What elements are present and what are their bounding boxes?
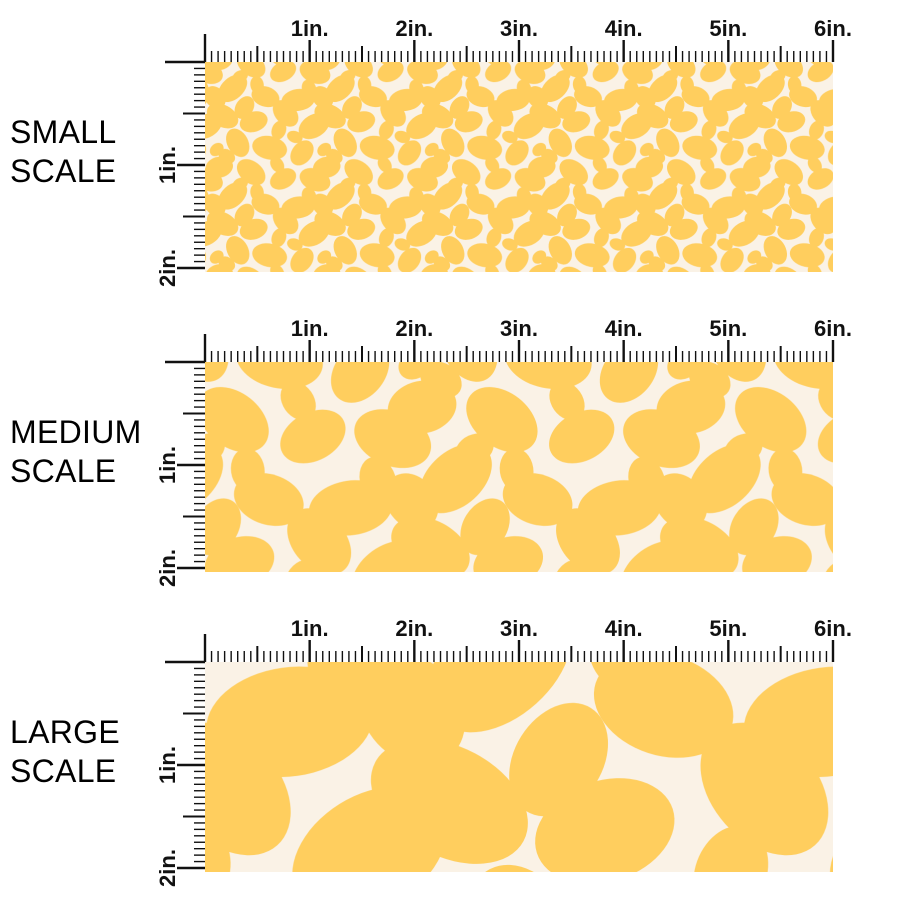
fabric-swatch-medium: [205, 362, 833, 572]
scale-name-line1: LARGE: [10, 714, 120, 750]
horizontal-ruler: [203, 334, 835, 362]
vertical-ruler: [165, 360, 205, 570]
scale-section-medium: 1in. 2in. 3in. 4in. 5in. 6in. 1in. 2in.: [155, 316, 852, 587]
scale-section-large: 1in. 2in. 3in. 4in. 5in. 6in. 1in. 2in.: [155, 616, 852, 887]
scale-name-line1: SMALL: [10, 114, 117, 150]
h-ruler-label-6in: 6in.: [814, 16, 852, 41]
v-ruler-label-1in: 1in.: [155, 746, 180, 784]
fabric-swatch-large: [205, 662, 833, 872]
v-ruler-label-2in: 2in.: [155, 249, 180, 287]
scale-name-line2: SCALE: [10, 753, 117, 789]
vertical-ruler: [165, 660, 205, 870]
h-ruler-label-2in: 2in.: [395, 316, 433, 341]
vertical-ruler: [165, 60, 205, 270]
scale-name-small: SMALL SCALE: [10, 113, 116, 191]
h-ruler-label-6in: 6in.: [814, 616, 852, 641]
h-ruler-label-6in: 6in.: [814, 316, 852, 341]
scale-name-large: LARGE SCALE: [10, 713, 120, 791]
v-ruler-label-1in: 1in.: [155, 446, 180, 484]
horizontal-ruler: [203, 34, 835, 62]
h-ruler-label-4in: 4in.: [605, 16, 643, 41]
h-ruler-label-3in: 3in.: [500, 616, 538, 641]
scale-name-line1: MEDIUM: [10, 414, 142, 450]
h-ruler-label-5in: 5in.: [709, 616, 747, 641]
h-ruler-label-5in: 5in.: [709, 16, 747, 41]
h-ruler-label-5in: 5in.: [709, 316, 747, 341]
v-ruler-label-1in: 1in.: [155, 146, 180, 184]
scale-name-medium: MEDIUM SCALE: [10, 413, 142, 491]
h-ruler-label-4in: 4in.: [605, 316, 643, 341]
h-ruler-label-1in: 1in.: [291, 16, 329, 41]
h-ruler-label-2in: 2in.: [395, 16, 433, 41]
scale-section-small: 1in. 2in. 3in. 4in. 5in. 6in. 1in. 2in.: [155, 16, 852, 287]
h-ruler-label-2in: 2in.: [395, 616, 433, 641]
h-ruler-label-1in: 1in.: [291, 616, 329, 641]
scale-name-line2: SCALE: [10, 153, 117, 189]
v-ruler-label-2in: 2in.: [155, 849, 180, 887]
h-ruler-label-4in: 4in.: [605, 616, 643, 641]
scale-name-line2: SCALE: [10, 453, 117, 489]
horizontal-ruler: [203, 634, 835, 662]
fabric-swatch-small: [205, 62, 833, 272]
h-ruler-label-1in: 1in.: [291, 316, 329, 341]
h-ruler-label-3in: 3in.: [500, 316, 538, 341]
h-ruler-label-3in: 3in.: [500, 16, 538, 41]
v-ruler-label-2in: 2in.: [155, 549, 180, 587]
